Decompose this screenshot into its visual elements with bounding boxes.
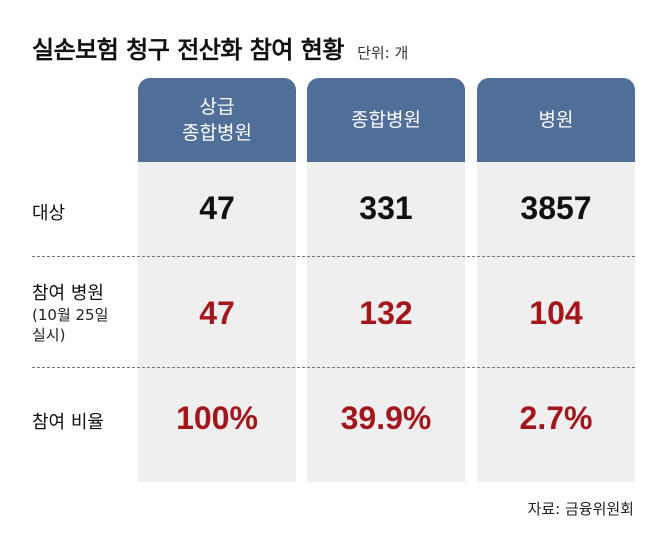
cell-participating-hospital: 104 <box>529 295 583 331</box>
chart-title: 실손보험 청구 전산화 참여 현황 <box>32 36 344 64</box>
cell-ratio-hospital: 2.7% <box>519 400 593 436</box>
column-header: 상급 종합병원 <box>138 78 296 162</box>
unit-label: 단위: 개 <box>357 44 409 62</box>
chart-title-group: 실손보험 청구 전산화 참여 현황 단위: 개 <box>32 30 408 65</box>
row-divider <box>32 367 635 368</box>
row-divider <box>32 256 635 257</box>
cell-target-hospital: 3857 <box>520 190 592 226</box>
row-label-note: (10월 25일 실시) <box>32 306 109 344</box>
row-label-ratio: 참여 비율 <box>32 412 104 433</box>
cell-ratio-tertiary: 100% <box>176 400 258 436</box>
column-panel-general-hospital: 종합병원 <box>307 78 465 482</box>
column-header: 종합병원 <box>307 78 465 162</box>
cell-ratio-general: 39.9% <box>340 400 432 436</box>
column-panel-tertiary-hospital: 상급 종합병원 <box>138 78 296 482</box>
source-note: 자료: 금융위원회 <box>527 500 634 518</box>
cell-participating-general: 132 <box>359 295 413 331</box>
row-label-main: 참여 병원 <box>32 283 104 304</box>
cell-target-general: 331 <box>359 190 413 226</box>
row-label-target: 대상 <box>32 203 66 224</box>
cell-target-tertiary: 47 <box>199 190 235 226</box>
column-panel-hospital: 병원 <box>477 78 635 482</box>
column-header: 병원 <box>477 78 635 162</box>
cell-participating-tertiary: 47 <box>199 295 235 331</box>
row-label-participating: 참여 병원 (10월 25일 실시) <box>32 279 108 345</box>
